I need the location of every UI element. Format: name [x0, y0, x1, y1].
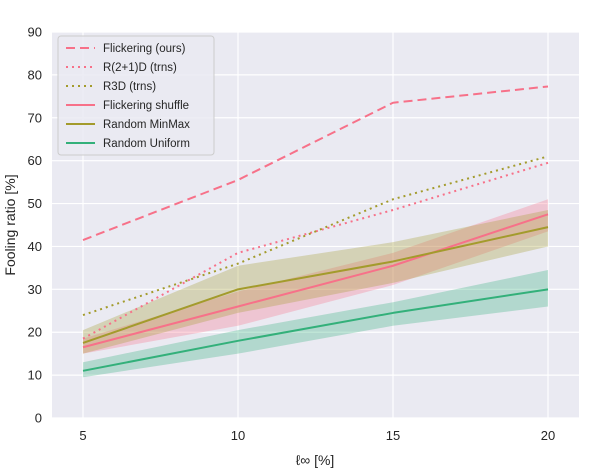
y-tick-label: 90 — [28, 25, 42, 40]
y-tick-label: 80 — [28, 67, 42, 82]
y-tick-label: 40 — [28, 239, 42, 254]
legend-label: R(2+1)D (trns) — [103, 62, 177, 74]
y-tick-label: 30 — [28, 282, 42, 297]
series-line — [82, 226, 549, 344]
series-line — [82, 85, 549, 241]
confidence-band — [83, 270, 548, 378]
x-tick-label: 10 — [231, 428, 245, 443]
y-tick-label: 10 — [28, 368, 42, 383]
series-lines — [82, 85, 549, 372]
legend-box — [57, 35, 215, 156]
x-tick-label: 15 — [386, 428, 400, 443]
legend-label: Random MinMax — [103, 119, 190, 131]
y-tick-label: 20 — [28, 325, 42, 340]
y-tick-labels: 0 10 20 30 40 50 60 70 80 90 — [28, 25, 42, 426]
y-tick-label: 60 — [28, 153, 42, 168]
x-axis-label: ℓ∞ [%] — [296, 452, 335, 468]
confidence-band — [83, 199, 548, 354]
legend-label: Flickering (ours) — [103, 43, 186, 55]
legend-label: R3D (trns) — [103, 81, 156, 93]
confidence-bands — [83, 199, 548, 378]
series-line — [82, 288, 549, 372]
x-tick-label: 5 — [79, 428, 86, 443]
y-tick-label: 50 — [28, 196, 42, 211]
y-tick-label: 70 — [28, 110, 42, 125]
y-axis-label: Fooling ratio [%] — [2, 174, 18, 275]
legend-label: Flickering shuffle — [103, 100, 189, 112]
legend: Flickering (ours) R(2+1)D (trns) R3D (trns… — [57, 35, 215, 156]
series-line — [82, 213, 549, 349]
x-tick-label: 20 — [541, 428, 555, 443]
y-tick-label: 0 — [35, 411, 42, 426]
series-line — [82, 155, 549, 317]
x-tick-labels: 5 10 15 20 — [79, 428, 555, 443]
legend-label: Random Uniform — [103, 138, 190, 150]
confidence-band — [83, 209, 548, 354]
